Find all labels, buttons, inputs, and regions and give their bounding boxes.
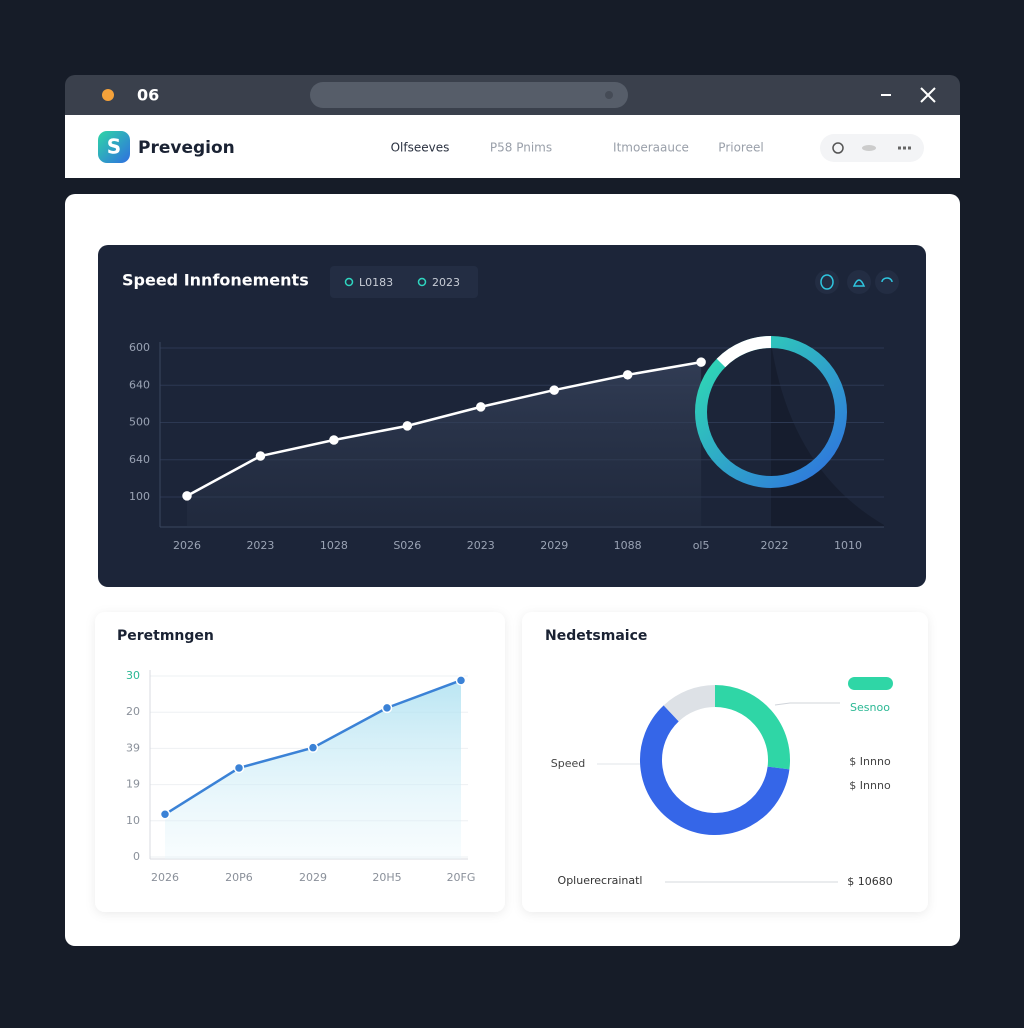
- legend-pill: [848, 677, 893, 690]
- data-point: [622, 370, 633, 380]
- brand: Prevegion: [138, 138, 235, 158]
- x-tick-label: 2023: [246, 539, 274, 552]
- x-tick-label: 2026: [151, 871, 179, 884]
- card-title: Nedetsmaice: [545, 628, 647, 644]
- card-icon-glyph: [852, 279, 866, 287]
- data-point: [329, 435, 339, 445]
- data-point: [402, 421, 413, 431]
- donut-segment: [640, 705, 790, 835]
- donut-segment: [714, 685, 790, 770]
- y-tick-label: 0: [133, 850, 140, 863]
- leader-line: [774, 702, 840, 706]
- y-tick-label: 20: [126, 705, 140, 718]
- x-tick-label: 1010: [834, 539, 862, 552]
- y-tick-label: 640: [129, 453, 150, 466]
- nav-link[interactable]: Itmoeraauce: [613, 141, 689, 155]
- x-tick-label: S026: [393, 539, 421, 552]
- area-fill: [165, 680, 461, 859]
- y-tick-label: 19: [126, 778, 140, 791]
- toolbar-icon[interactable]: [862, 145, 876, 151]
- close-button[interactable]: [920, 87, 936, 103]
- data-point: [159, 809, 171, 820]
- area-fill: [187, 362, 702, 527]
- y-tick-label: 600: [129, 341, 150, 354]
- toolbar-icon[interactable]: [832, 142, 844, 154]
- x-tick-label: 1028: [320, 539, 348, 552]
- window-dot[interactable]: [102, 89, 114, 101]
- x-tick-label: 2022: [761, 539, 789, 552]
- card-icon-glyph: [881, 277, 893, 283]
- x-tick-label: 1088: [614, 539, 642, 552]
- y-tick-label: 39: [126, 741, 140, 754]
- x-tick-label: 2029: [540, 539, 568, 552]
- annotation: Opluerecrainatl: [558, 874, 643, 887]
- y-tick-label: 500: [129, 416, 150, 429]
- y-tick-label: 30: [126, 669, 140, 682]
- annotation: $ Innno: [849, 755, 891, 768]
- card-icon[interactable]: [815, 270, 839, 294]
- x-tick-label: 20P6: [225, 871, 253, 884]
- annotation: $ Innno: [849, 779, 891, 792]
- data-line: [186, 360, 702, 497]
- y-tick-label: 10: [126, 814, 140, 827]
- nav-bar: [65, 115, 960, 178]
- nav-link[interactable]: Prioreel: [718, 141, 763, 155]
- legend-label: L0183: [359, 276, 393, 289]
- x-tick-label: 20H5: [372, 871, 401, 884]
- logo[interactable]: [98, 131, 130, 163]
- address-bar[interactable]: [310, 82, 628, 108]
- card-title: Speed Innfonements: [122, 271, 309, 290]
- data-point: [233, 762, 245, 774]
- x-tick-label: 20FG: [447, 871, 476, 884]
- card-icon[interactable]: [847, 270, 871, 294]
- logo-glyph: S: [107, 135, 121, 159]
- annotation: $ 10680: [847, 875, 893, 888]
- nav-link[interactable]: P58 Pnims: [490, 141, 552, 155]
- legend-label: Sesnoo: [850, 701, 890, 714]
- nav-link[interactable]: Olfseeves: [391, 141, 450, 155]
- data-point: [455, 675, 467, 686]
- legend-label: Speed: [551, 757, 585, 770]
- legend-box: [330, 266, 478, 298]
- data-point: [307, 742, 319, 753]
- legend-label: 2023: [432, 276, 460, 289]
- x-tick-label: 2023: [467, 539, 495, 552]
- data-point: [696, 357, 706, 367]
- ring-highlight: [716, 336, 772, 368]
- data-point: [255, 451, 266, 461]
- card-icon[interactable]: [875, 270, 899, 294]
- x-tick-label: 2026: [173, 539, 201, 552]
- donut-segment: [663, 685, 716, 722]
- card-title: Peretmngen: [117, 628, 214, 644]
- legend-marker: [344, 277, 354, 287]
- legend-marker: [417, 277, 427, 287]
- tab-label: 06: [137, 86, 159, 105]
- x-tick-label: ol5: [693, 539, 710, 552]
- card: [522, 612, 928, 912]
- card-icon-glyph: [820, 274, 834, 290]
- y-tick-label: 640: [129, 378, 150, 391]
- x-tick-label: 2029: [299, 871, 327, 884]
- data-point: [549, 385, 559, 395]
- y-tick-label: 100: [129, 490, 150, 503]
- data-point: [476, 402, 486, 412]
- data-point: [381, 702, 393, 714]
- address-icon: [605, 91, 613, 99]
- data-point: [182, 491, 192, 501]
